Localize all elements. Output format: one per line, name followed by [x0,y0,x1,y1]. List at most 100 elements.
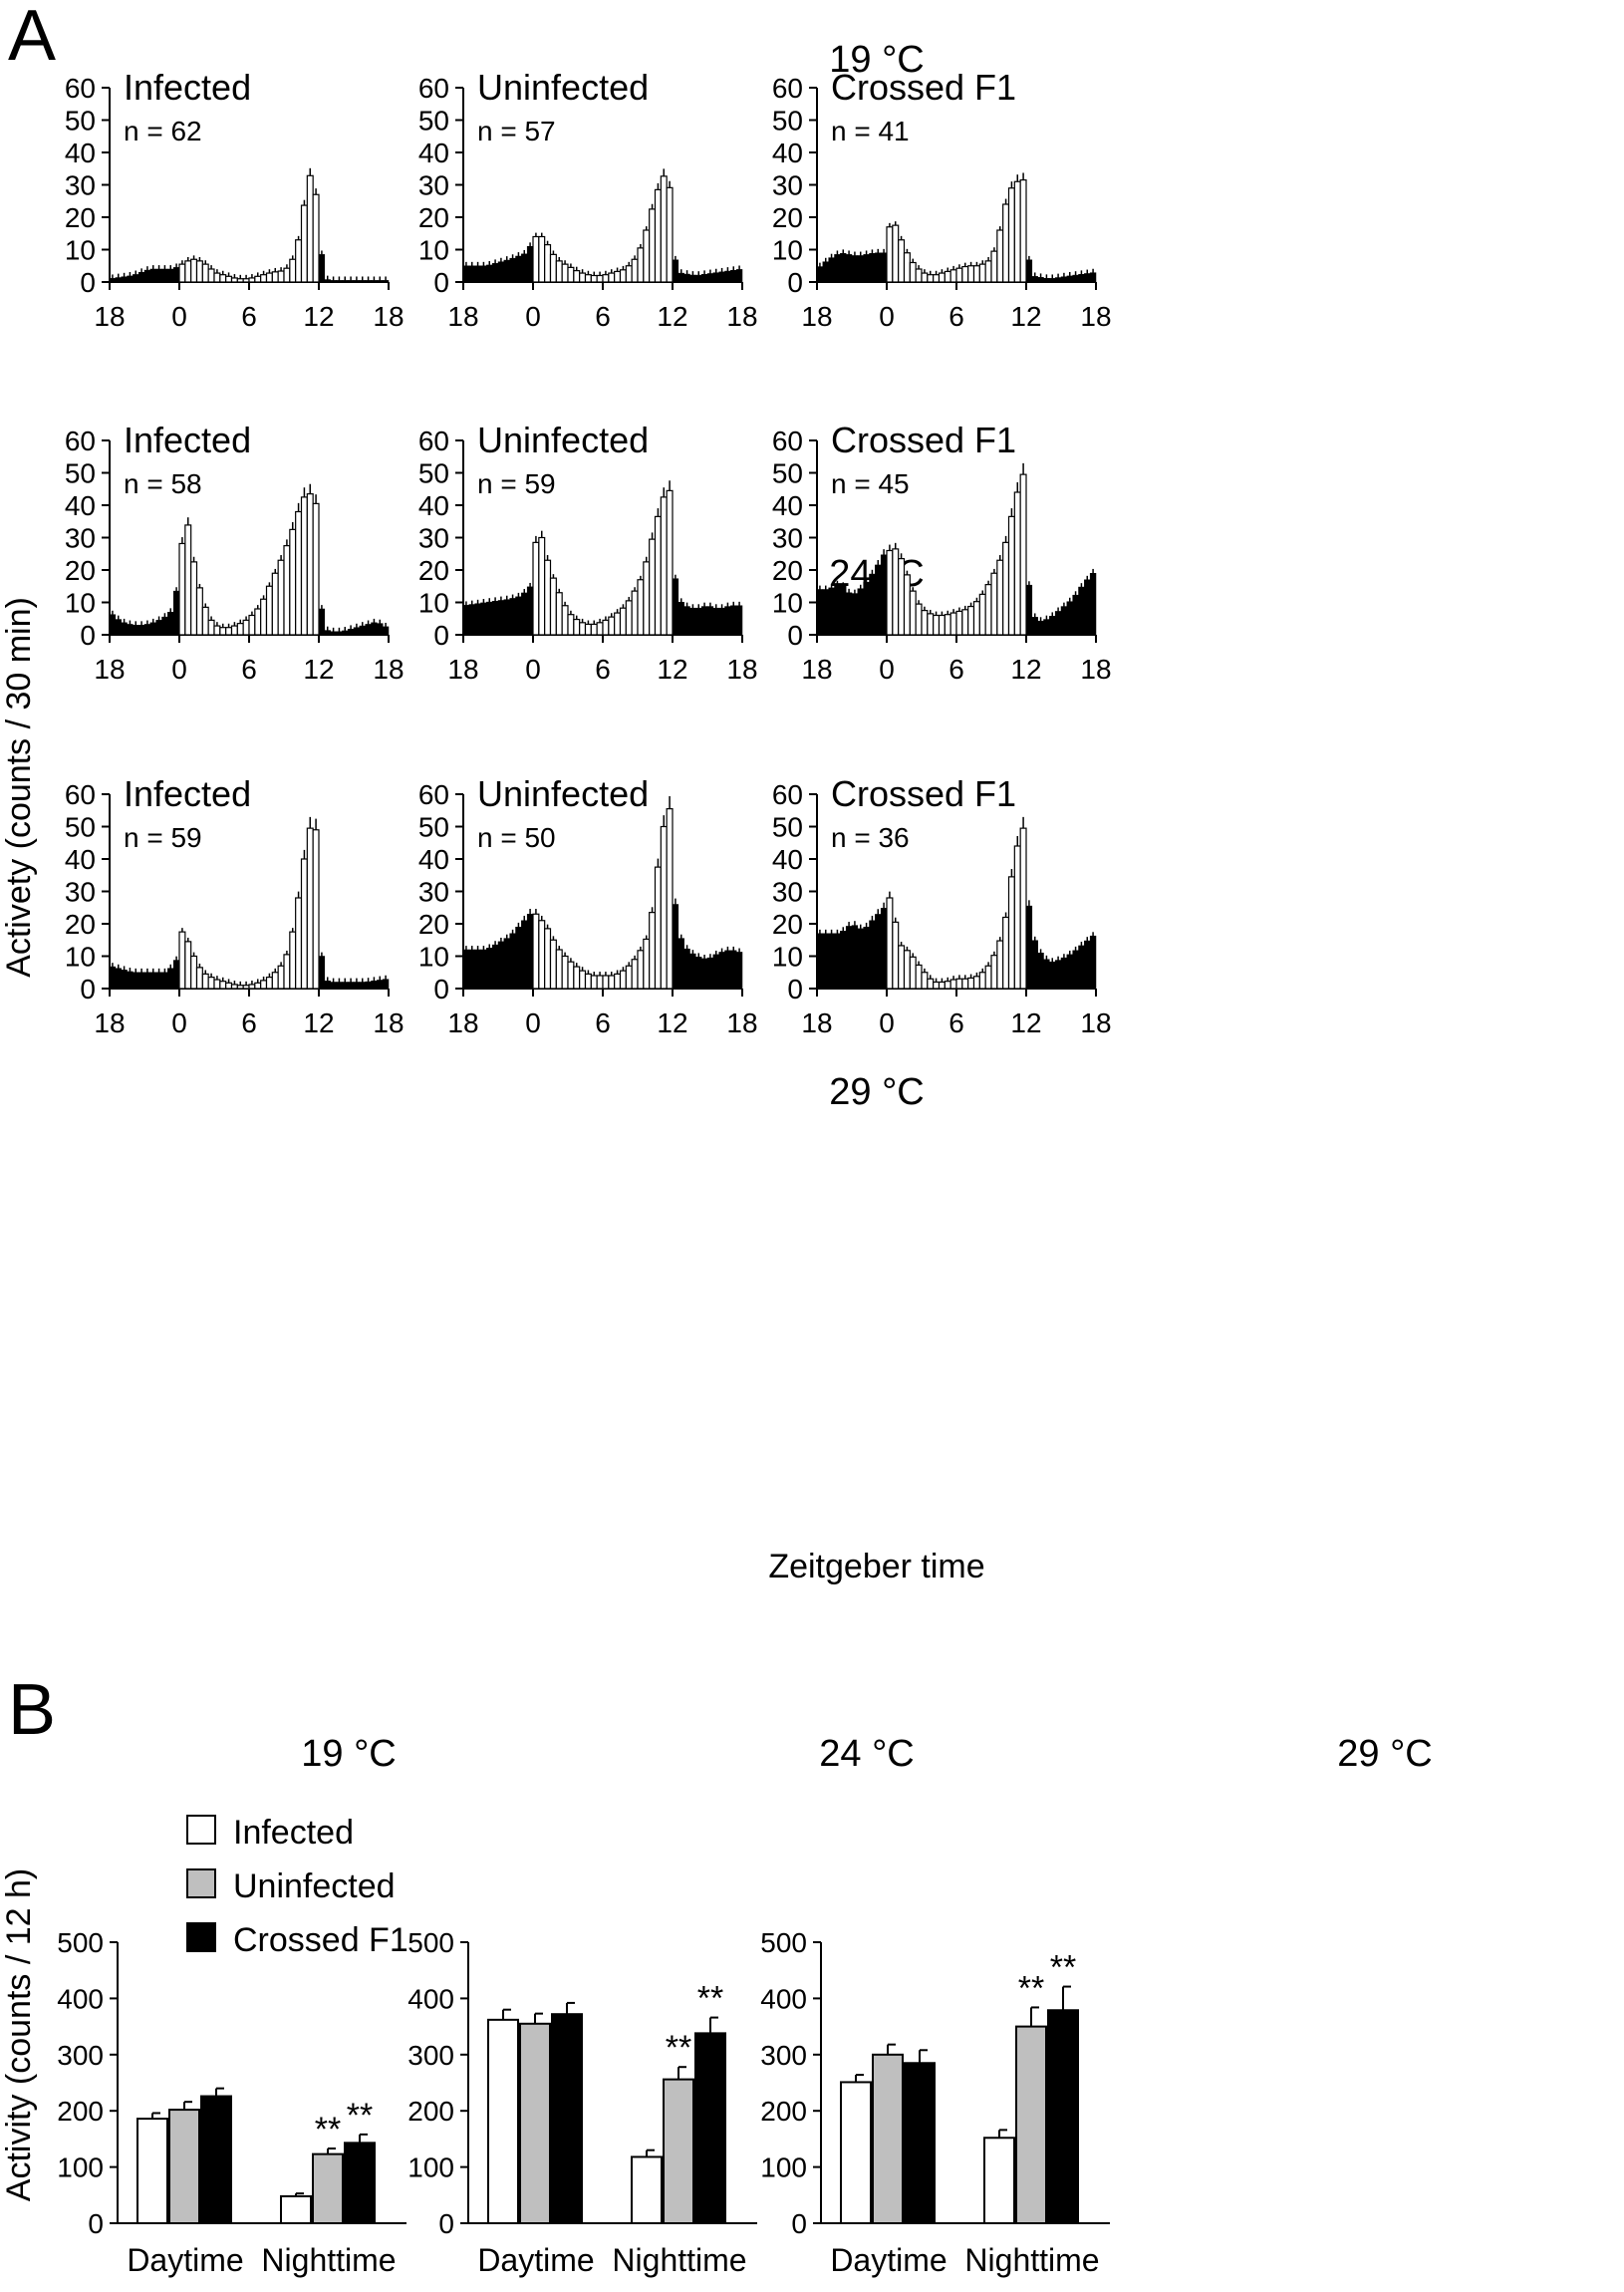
activity-bar [845,592,853,636]
activity-bar [359,280,366,283]
activity-bar [730,950,737,990]
activity-bar [230,625,238,636]
activity-bar [265,585,273,636]
activity-bar [608,975,616,990]
activity-bar [643,229,651,283]
activity-bar [1007,876,1015,990]
activity-bar [712,272,719,283]
activity-bar [289,258,297,283]
activity-bar [602,274,610,283]
activity-bar [155,268,162,283]
activity-bar [167,968,174,990]
activity-bar [724,950,731,990]
group-title: Infected [124,773,251,814]
activity-bar [342,982,349,990]
activity-bar [260,274,268,283]
activity-bar [167,268,174,283]
y-tick-label: 0 [80,267,96,298]
activity-bar [561,605,569,636]
activity-bar [133,972,139,990]
activity-bar [573,966,581,990]
x-tick-label: 18 [447,1007,478,1038]
activity-bar [1043,278,1050,283]
activity-bar [996,940,1004,990]
category-label: Nighttime [612,2242,746,2278]
activity-bar [961,978,969,990]
significance-marker: ** [697,1980,723,2018]
activity-bar [828,933,835,990]
y-tick-label: 40 [772,138,803,168]
x-tick-label: 0 [525,1007,541,1038]
activity-bar [625,265,633,283]
activity-bar [927,274,935,283]
activity-bar [677,272,684,283]
total-activity-panel-2: 0 100 200 300 400 500 Daytime Nighttime **** [407,1927,757,2278]
activity-bar [538,920,546,990]
y-tick-label: 300 [57,2040,104,2071]
sample-size: n = 62 [124,116,202,146]
activity-bar [892,548,900,636]
y-tick-label: 40 [772,844,803,875]
activity-bar [521,253,528,283]
activity-bar [121,970,128,990]
panel-b-temp-29: 29 °C [1337,1733,1432,1775]
activity-bar [903,574,911,636]
x-tick-label: 0 [879,301,895,332]
y-tick-label: 300 [407,2040,454,2071]
activity-bar [561,263,569,283]
activity-bar [695,957,702,990]
x-tick-label: 18 [801,301,832,332]
activity-bar [555,949,563,990]
activity-bar [178,931,186,990]
activity-bar [207,977,215,990]
activity-bar [295,897,303,990]
activity-bar [190,955,198,990]
activity-bar [515,596,522,636]
activity-bar [724,606,731,636]
y-tick-label: 100 [57,2152,104,2183]
activity-bar [933,981,941,990]
activity-bar [254,275,262,283]
y-tick-label: 30 [65,523,96,554]
activity-bar [155,620,162,636]
activity-bar [567,266,575,283]
panel-b-temp-24: 24 °C [819,1733,914,1775]
activity-bar [649,912,657,990]
legend-swatch-crossed [186,1922,216,1952]
y-tick-label: 0 [433,267,449,298]
activity-bar [990,572,998,636]
x-tick-label: 12 [303,1007,334,1038]
activity-bar [149,972,156,990]
activity-bar [213,272,221,283]
significance-marker: ** [666,2029,691,2067]
bar-uninfected [312,2152,344,2224]
activity-bar [625,965,633,990]
activity-bar [700,274,708,283]
activity-bar [549,577,557,636]
y-tick-label: 0 [433,620,449,651]
activity-bar [1019,473,1027,636]
activity-bar [115,619,122,636]
activity-bar [614,612,622,636]
y-tick-label: 60 [65,73,96,104]
bar-crossed-f1 [904,2062,936,2225]
bar-infected [280,2194,312,2224]
activity-bar [840,586,847,636]
panel-a-temp-19: 19 °C [829,39,924,81]
activity-bar [271,572,279,636]
activity-bar [184,941,192,990]
activity-bar [1025,259,1033,283]
activity-bar [133,625,139,636]
bar-infected [840,2081,872,2225]
activity-bar [573,618,581,636]
activity-bar [1089,272,1097,283]
y-tick-label: 0 [787,620,803,651]
y-tick-label: 0 [787,974,803,1004]
activity-bar [195,260,203,283]
x-tick-label: 0 [171,654,187,685]
activity-bar [318,608,326,636]
activity-bar [863,927,870,990]
activity-bar [1084,579,1091,636]
